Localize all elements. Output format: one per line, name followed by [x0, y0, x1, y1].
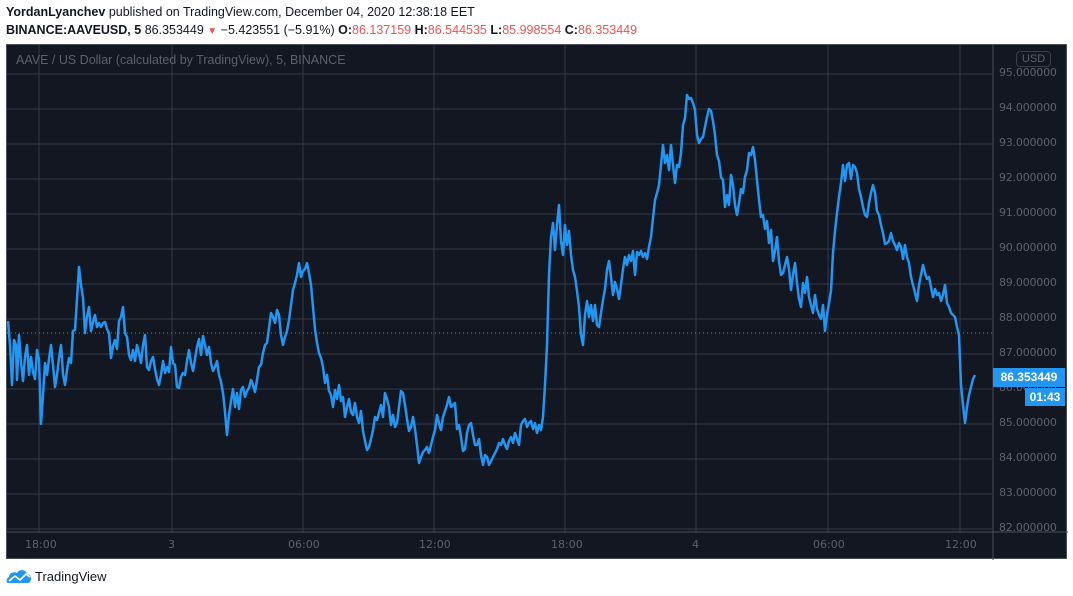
y-tick: 95.000000: [999, 66, 1057, 79]
x-tick: 4: [692, 538, 699, 551]
last-value: 86.353449: [144, 23, 204, 37]
ohlc-row: BINANCE:AAVEUSD, 5 86.353449 ▼ −5.423551…: [6, 21, 637, 41]
x-tick: 18:00: [25, 538, 57, 551]
x-tick: 12:00: [419, 538, 451, 551]
y-tick: 90.000000: [999, 241, 1057, 254]
y-tick: 84.000000: [999, 451, 1057, 464]
low-value: 85.998554: [502, 23, 562, 37]
tradingview-footer[interactable]: TradingView: [6, 568, 107, 584]
grid-lines: [7, 45, 992, 533]
down-arrow-icon: ▼: [207, 26, 218, 37]
bar-countdown: 01:43: [1025, 388, 1065, 406]
symbol-label: BINANCE:AAVEUSD, 5: [6, 23, 142, 37]
publish-header: YordanLyanchev published on TradingView.…: [6, 3, 637, 41]
y-tick: 87.000000: [999, 346, 1057, 359]
currency-badge[interactable]: USD: [1016, 51, 1052, 67]
y-tick: 85.000000: [999, 416, 1057, 429]
close-value: 86.353449: [577, 23, 638, 37]
tradingview-logo-icon: [6, 570, 31, 583]
author-name[interactable]: YordanLyanchev: [6, 5, 106, 19]
y-tick: 94.000000: [999, 101, 1057, 114]
high-label: H:: [414, 23, 428, 37]
x-tick: 12:00: [945, 538, 977, 551]
high-value: 86.544535: [427, 23, 487, 37]
y-tick: 93.000000: [999, 136, 1057, 149]
published-text: published on TradingView.com, December 0…: [108, 5, 475, 19]
y-tick: 82.000000: [999, 521, 1057, 531]
open-label: O:: [338, 23, 353, 37]
low-label: L:: [490, 23, 503, 37]
close-label: C:: [564, 23, 578, 37]
y-tick: 89.000000: [999, 276, 1057, 289]
open-value: 86.137159: [352, 23, 412, 37]
x-tick: 06:00: [813, 538, 845, 551]
chart-canvas[interactable]: [7, 45, 1068, 560]
publish-info: YordanLyanchev published on TradingView.…: [6, 3, 637, 21]
y-tick: 88.000000: [999, 311, 1057, 324]
chart-legend: AAVE / US Dollar (calculated by TradingV…: [16, 53, 346, 67]
chart-pane[interactable]: AAVE / US Dollar (calculated by TradingV…: [6, 44, 1068, 560]
x-tick: 06:00: [288, 538, 320, 551]
last-price-label: 86.353449: [993, 368, 1065, 387]
price-line: [7, 93, 977, 467]
brand-name: TradingView: [35, 568, 107, 584]
y-tick: 83.000000: [999, 486, 1057, 499]
change-value: −5.423551 (−5.91%): [220, 23, 335, 37]
y-tick: 92.000000: [999, 171, 1057, 184]
y-tick: 91.000000: [999, 206, 1057, 219]
x-tick: 18:00: [551, 538, 583, 551]
x-tick: 3: [168, 538, 175, 551]
